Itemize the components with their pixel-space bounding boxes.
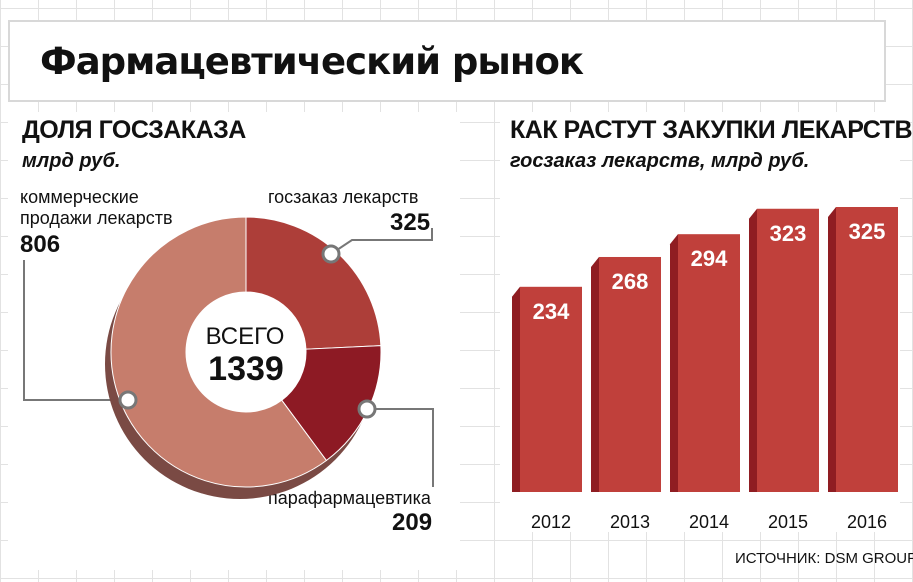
parapharm-marker xyxy=(357,399,377,419)
bar-2015 xyxy=(757,208,819,492)
bar-value-label: 268 xyxy=(612,269,649,294)
commercial-marker xyxy=(118,390,138,410)
bar-2016 xyxy=(836,207,898,492)
bar-value-label: 234 xyxy=(533,299,570,324)
donut-center-value: 1339 xyxy=(208,350,284,388)
government-value: 325 xyxy=(390,209,431,236)
source-note: ИСТОЧНИК: DSM GROUP xyxy=(735,550,913,567)
parapharm-label: парафармацевтика xyxy=(268,488,431,508)
bar-depth-2014 xyxy=(670,234,678,492)
commercial-label-line2: продажи лекарств xyxy=(20,208,173,228)
donut-center-label: ВСЕГО xyxy=(206,323,285,350)
commercial-leader-line xyxy=(23,260,128,401)
bar-value-label: 325 xyxy=(849,219,886,244)
government-marker xyxy=(321,244,341,264)
commercial-value: 806 xyxy=(20,231,61,258)
bar-depth-2013 xyxy=(591,256,599,492)
bar-value-label: 294 xyxy=(691,246,728,271)
donut-chart: ВСЕГО 1339 xyxy=(23,216,434,499)
parapharm-leader-line xyxy=(367,408,434,487)
donut-heading: ДОЛЯ ГОСЗАКАЗА xyxy=(22,116,246,144)
bar-category-label: 2016 xyxy=(847,512,887,532)
bar-2012 xyxy=(520,286,582,492)
bar-depth-2012 xyxy=(512,286,520,492)
bar-category-label: 2014 xyxy=(689,512,729,532)
donut-markers xyxy=(118,244,377,419)
bar-value-label: 323 xyxy=(770,221,807,246)
bar-category-label: 2013 xyxy=(610,512,650,532)
commercial-label-line1: коммерческие xyxy=(20,187,139,207)
page-title: Фармацевтический рынок xyxy=(40,40,584,83)
parapharm-value: 209 xyxy=(392,509,433,536)
bar-subheading: госзаказ лекарств, млрд руб. xyxy=(510,150,810,172)
government-label: госзаказ лекарств xyxy=(268,187,419,207)
bar-depth-2016 xyxy=(828,207,836,492)
title-box xyxy=(8,20,886,102)
donut-leader-lines xyxy=(23,228,434,487)
donut-hole xyxy=(186,292,306,412)
bar-2014 xyxy=(678,234,740,492)
bar-depth-2015 xyxy=(749,208,757,492)
government-leader-line xyxy=(330,228,433,255)
bar-chart: 234 2012 268 2013 294 2014 323 2015 325 2016 xyxy=(512,207,898,532)
bar-2013 xyxy=(599,256,661,492)
donut-unit: млрд руб. xyxy=(22,150,121,172)
bar-heading: КАК РАСТУТ ЗАКУПКИ ЛЕКАРСТВ xyxy=(510,116,913,144)
bar-category-label: 2015 xyxy=(768,512,808,532)
bar-category-label: 2012 xyxy=(531,512,571,532)
